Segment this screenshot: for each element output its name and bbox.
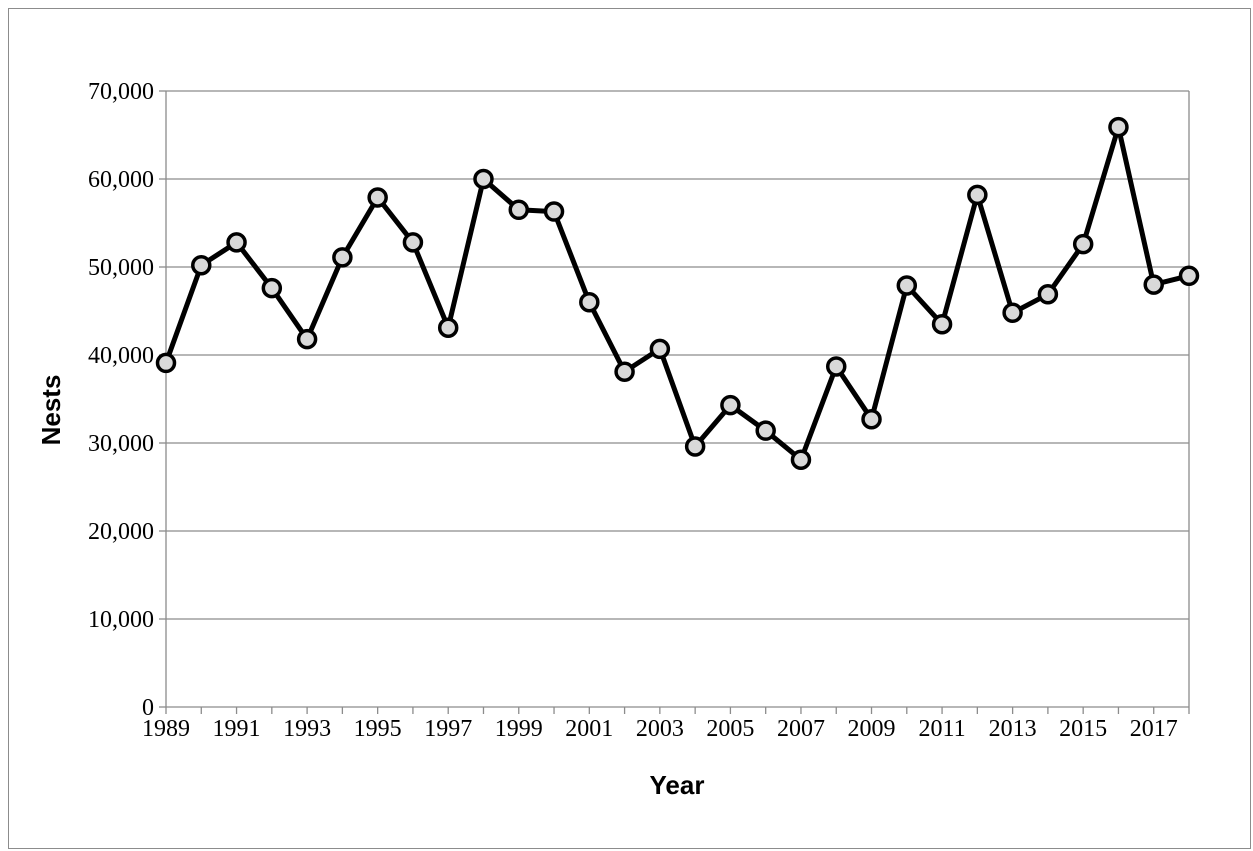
x-tick-label: 2017 xyxy=(1130,716,1178,742)
x-tick-label: 1993 xyxy=(283,716,331,742)
data-point xyxy=(1037,284,1059,305)
data-point xyxy=(790,449,812,470)
y-tick-label: 40,000 xyxy=(88,343,154,369)
x-tick-label: 1991 xyxy=(213,716,261,742)
y-tick-label: 0 xyxy=(142,695,154,721)
data-point xyxy=(367,187,388,208)
data-point xyxy=(508,199,530,221)
y-tick-label: 30,000 xyxy=(88,431,154,457)
x-tick-label: 2011 xyxy=(919,716,966,742)
x-axis-title: Year xyxy=(650,770,705,800)
data-point xyxy=(1108,116,1129,138)
x-tick-label: 2015 xyxy=(1059,716,1107,742)
data-point xyxy=(684,436,706,457)
y-tick-label: 10,000 xyxy=(88,607,154,633)
series-line xyxy=(163,124,1190,463)
data-point xyxy=(332,247,353,268)
data-point xyxy=(191,254,212,276)
data-point xyxy=(1143,274,1164,295)
data-point xyxy=(1072,233,1094,255)
x-tick-label: 2007 xyxy=(777,716,825,742)
data-point xyxy=(649,338,671,360)
data-point xyxy=(543,201,565,222)
x-tick-label: 1989 xyxy=(142,716,190,742)
x-tick-label: 2009 xyxy=(848,716,896,742)
data-point xyxy=(614,361,635,382)
data-point xyxy=(579,291,600,313)
data-point xyxy=(437,317,459,338)
x-tick-label: 1997 xyxy=(424,716,472,742)
data-series xyxy=(155,116,1200,470)
y-tick-label: 70,000 xyxy=(88,79,154,105)
x-tick-label: 1995 xyxy=(354,716,402,742)
x-tick-labels: 1989 1991 1993 1995 1997 1999 2001 2003 2005 2007… xyxy=(142,716,1178,742)
axes xyxy=(159,90,1190,714)
x-tick-label: 2005 xyxy=(706,716,754,742)
y-tick-labels: 0 10,000 20,000 30,000 40,000 50,000 60,000 70,… xyxy=(88,79,154,721)
x-tick-label: 2013 xyxy=(989,716,1037,742)
data-point xyxy=(861,408,882,430)
data-point xyxy=(825,356,847,377)
y-tick-label: 20,000 xyxy=(88,519,154,545)
data-point xyxy=(473,168,494,190)
data-point xyxy=(296,328,318,350)
x-tick-label: 1999 xyxy=(495,716,543,742)
data-point xyxy=(720,394,741,416)
data-point xyxy=(261,277,283,299)
y-tick-label: 60,000 xyxy=(88,167,154,193)
y-tick-label: 50,000 xyxy=(88,255,154,281)
x-tick-label: 2001 xyxy=(565,716,613,742)
data-point xyxy=(1002,302,1023,324)
line-chart: 0 10,000 20,000 30,000 40,000 50,000 60,000 70,… xyxy=(36,79,1200,800)
data-point xyxy=(931,313,953,335)
y-axis-title: Nests xyxy=(36,375,66,446)
data-point xyxy=(1178,265,1200,287)
data-point xyxy=(896,275,918,296)
data-point xyxy=(755,420,776,441)
data-point xyxy=(155,352,177,374)
x-tick-label: 2003 xyxy=(636,716,684,742)
chart-frame: 0 10,000 20,000 30,000 40,000 50,000 60,000 70,… xyxy=(8,8,1251,849)
data-point xyxy=(226,232,247,253)
gridlines xyxy=(166,90,1189,620)
data-point xyxy=(402,232,424,253)
data-point xyxy=(967,184,988,206)
